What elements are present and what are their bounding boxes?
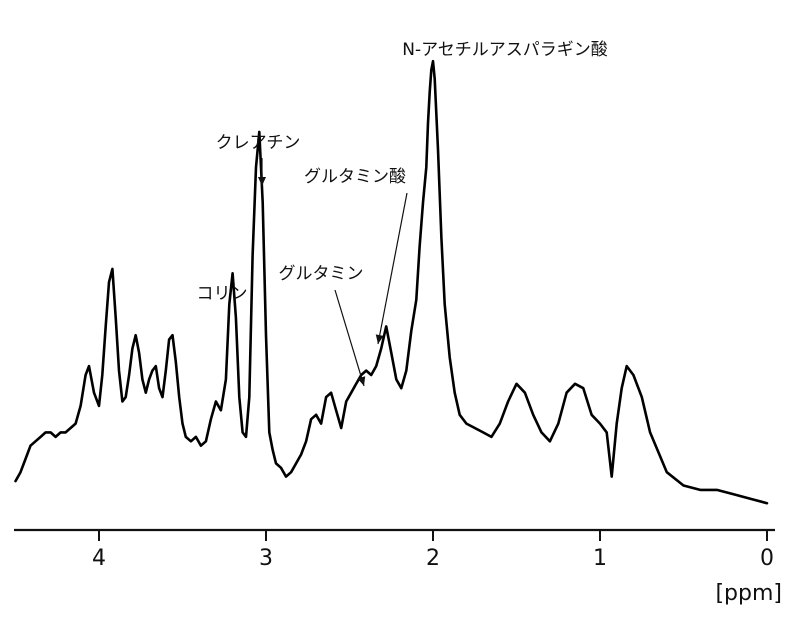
x-tick-label: 2 [426, 546, 440, 571]
x-axis-unit-label: [ppm] [715, 581, 782, 606]
plot-area [14, 59, 769, 505]
annotation-label: グルタミン [279, 264, 364, 284]
annotation-label: コリン [197, 284, 248, 304]
annotation-arrow [334, 289, 365, 387]
x-tick-label: 0 [760, 546, 774, 571]
x-tick-label: 1 [593, 546, 607, 571]
x-axis-ticks: 4 3 2 1 0 [92, 530, 774, 571]
arrowhead-icon [258, 177, 266, 186]
arrowhead-icon [357, 376, 366, 386]
arrowhead-icon [375, 334, 384, 344]
annotation-label: N-アセチルアスパラギン酸 [402, 40, 608, 60]
annotation-arrow [377, 192, 408, 345]
x-tick-label: 3 [259, 546, 273, 571]
spectrum-line [14, 59, 769, 505]
annotation-label: グルタミン酸 [304, 167, 406, 187]
annotation-label: クレアチン [216, 133, 301, 153]
x-tick-label: 4 [92, 546, 106, 571]
